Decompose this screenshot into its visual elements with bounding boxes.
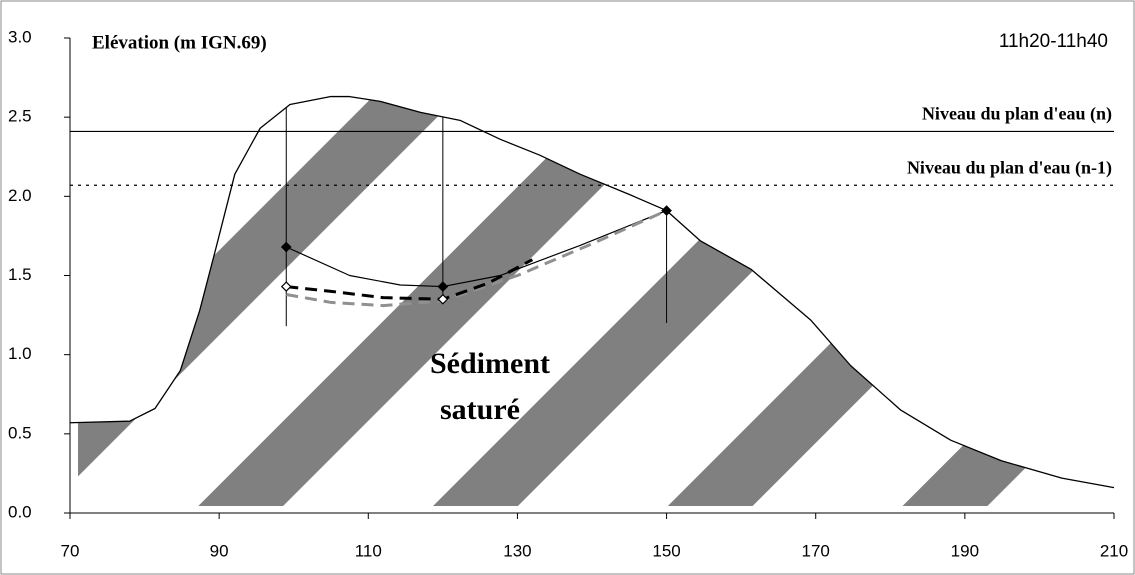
y-tick-label: 3.0 — [8, 27, 32, 46]
x-tick-label: 190 — [951, 541, 979, 560]
measurement-point — [437, 281, 449, 292]
y-tick-label: 2.5 — [8, 107, 32, 126]
measurement-point — [661, 205, 672, 216]
x-tick-label: 90 — [210, 541, 229, 560]
x-tick-label: 150 — [652, 541, 680, 560]
line-series — [69, 95, 1115, 489]
y-tick-label: 0.0 — [8, 502, 32, 521]
water-level-label: Niveau du plan d'eau (n) — [922, 104, 1112, 125]
y-tick-label: 0.5 — [8, 423, 32, 442]
measurement-point — [280, 281, 292, 292]
water-level-label: Niveau du plan d'eau (n-1) — [907, 157, 1112, 178]
y-tick-label: 1.0 — [8, 344, 32, 363]
chart-title: Elévation (m IGN.69) — [92, 32, 267, 53]
annotation: Sédiment — [430, 347, 550, 380]
measurement-point — [280, 241, 292, 253]
y-tick-label: 1.5 — [8, 265, 32, 284]
x-tick-label: 210 — [1100, 541, 1128, 560]
chart-subtitle: 11h20-11h40 — [999, 31, 1108, 52]
x-tick-label: 110 — [355, 541, 382, 560]
x-tick-label: 130 — [503, 541, 531, 560]
line-series — [286, 258, 534, 301]
annotation: saturé — [440, 393, 520, 426]
x-tick-label: 170 — [802, 541, 830, 560]
y-tick-label: 2.0 — [8, 186, 32, 205]
measurement-point — [437, 293, 449, 305]
x-tick-label: 70 — [61, 541, 80, 560]
